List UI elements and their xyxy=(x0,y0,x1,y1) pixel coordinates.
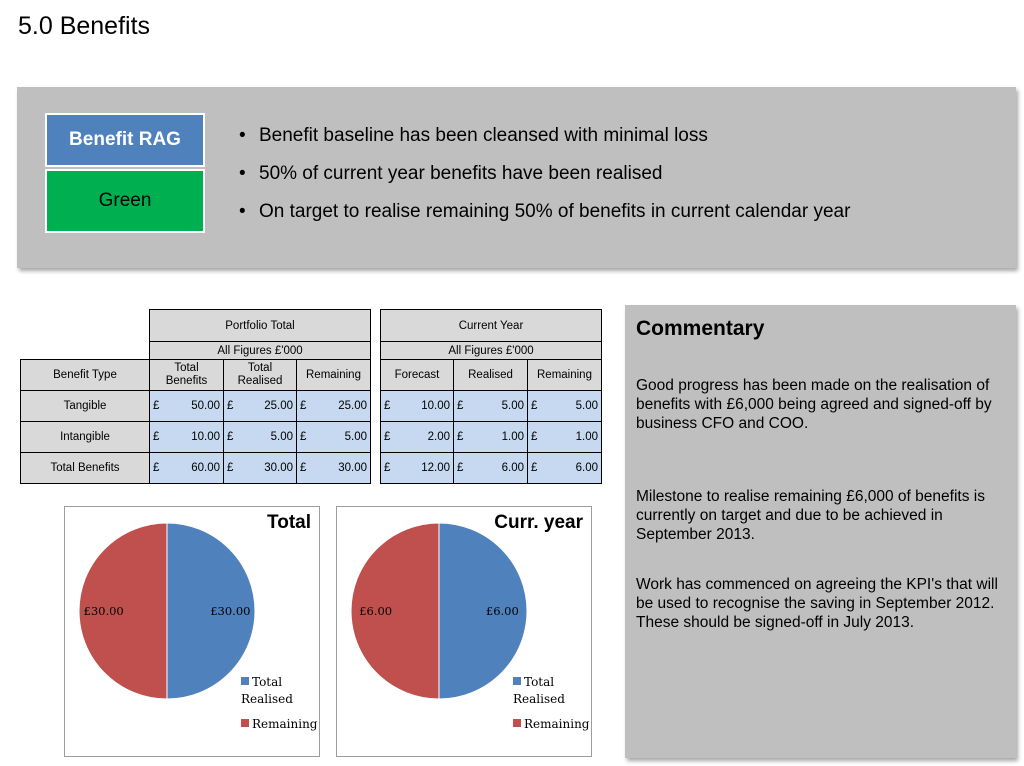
cell-value: 60.00 xyxy=(191,462,220,474)
cell-value: 5.00 xyxy=(501,400,524,412)
column-header: Forecast xyxy=(380,359,454,391)
slice-label: £30.00 xyxy=(210,604,250,618)
commentary-paragraph: Good progress has been made on the reali… xyxy=(636,377,992,432)
currency-symbol: £ xyxy=(153,400,160,412)
summary-bullet: Benefit baseline has been cleansed with … xyxy=(239,125,850,163)
currency-symbol: £ xyxy=(384,462,391,474)
summary-panel: Benefit RAG Green Benefit baseline has b… xyxy=(17,87,1016,268)
currency-symbol: £ xyxy=(457,400,464,412)
cell-value: 30.00 xyxy=(338,462,367,474)
cell-value: 30.00 xyxy=(264,462,293,474)
currency-symbol: £ xyxy=(227,400,234,412)
currency-symbol: £ xyxy=(227,431,234,443)
cell-value: 5.00 xyxy=(270,431,293,443)
column-header: Realised xyxy=(453,359,528,391)
row-label: Total Benefits xyxy=(20,452,150,484)
currency-symbol: £ xyxy=(227,462,234,474)
currency-symbol: £ xyxy=(384,431,391,443)
row-label: Tangible xyxy=(20,390,150,422)
commentary-paragraph: Milestone to realise remaining £6,000 of… xyxy=(636,488,985,543)
slice-label: £6.00 xyxy=(359,604,392,618)
commentary-panel: Commentary Good progress has been made o… xyxy=(625,305,1016,758)
benefit-rag-label: Benefit RAG xyxy=(45,113,205,167)
benefit-type-header: Benefit Type xyxy=(20,359,150,391)
legend-item-realised: Total Realised xyxy=(513,674,591,708)
commentary-title: Commentary xyxy=(636,317,765,340)
row-label: Intangible xyxy=(20,421,150,453)
table-row: £12.00 £6.00 £6.00 xyxy=(380,452,602,484)
cell-value: 1.00 xyxy=(575,431,598,443)
table-row: £2.00 £1.00 £1.00 xyxy=(380,421,602,453)
column-header: Remaining xyxy=(296,359,371,391)
page-title: 5.0 Benefits xyxy=(18,12,151,40)
legend-item-remaining: Remaining xyxy=(513,716,589,733)
currency-symbol: £ xyxy=(300,431,307,443)
current-year-header: Current Year xyxy=(380,309,602,342)
portfolio-total-table: Portfolio Total All Figures £'000 Benefi… xyxy=(20,309,371,484)
summary-bullet: On target to realise remaining 50% of be… xyxy=(239,201,850,239)
cell-value: 5.00 xyxy=(575,400,598,412)
currency-symbol: £ xyxy=(457,431,464,443)
pie-slice-remaining xyxy=(78,522,168,700)
column-header: Total Benefits xyxy=(149,359,224,391)
legend-label: Total Realised xyxy=(241,675,293,706)
portfolio-units-header: All Figures £'000 xyxy=(149,341,371,360)
currency-symbol: £ xyxy=(531,462,538,474)
cell-value: 6.00 xyxy=(501,462,524,474)
cell-value: 6.00 xyxy=(575,462,598,474)
legend-item-remaining: Remaining xyxy=(241,716,317,733)
currency-symbol: £ xyxy=(531,400,538,412)
cell-value: 12.00 xyxy=(421,462,450,474)
currency-symbol: £ xyxy=(153,431,160,443)
summary-bullet: 50% of current year benefits have been r… xyxy=(239,163,850,201)
legend-swatch xyxy=(513,719,521,727)
total-pie-chart: £30.00 £30.00 Total Total Realised Remain… xyxy=(64,506,320,757)
column-header: Remaining xyxy=(527,359,602,391)
cell-value: 1.00 xyxy=(501,431,524,443)
pie-slice-remaining xyxy=(350,522,440,700)
legend-label: Total Realised xyxy=(513,675,565,706)
table-row: £10.00 £5.00 £5.00 xyxy=(380,390,602,422)
cell-value: 5.00 xyxy=(344,431,367,443)
portfolio-total-header: Portfolio Total xyxy=(149,309,371,342)
commentary-paragraph: Work has commenced on agreeing the KPI's… xyxy=(636,576,998,631)
column-header: Total Realised xyxy=(223,359,297,391)
pie-svg: £30.00 £30.00 xyxy=(78,522,256,700)
legend-label: Remaining xyxy=(524,717,590,731)
legend-swatch xyxy=(513,677,521,685)
pie-slice-realised xyxy=(438,522,528,700)
cell-value: 25.00 xyxy=(264,400,293,412)
cell-value: 10.00 xyxy=(421,400,450,412)
currency-symbol: £ xyxy=(300,462,307,474)
chart-title: Total xyxy=(267,512,311,533)
slice-label: £6.00 xyxy=(486,604,519,618)
table-row: Tangible £50.00 £25.00 £25.00 xyxy=(20,390,371,422)
table-row: Total Benefits £60.00 £30.00 £30.00 xyxy=(20,452,371,484)
legend-label: Remaining xyxy=(252,717,318,731)
cell-value: 50.00 xyxy=(191,400,220,412)
summary-bullet-list: Benefit baseline has been cleansed with … xyxy=(239,125,850,239)
chart-title: Curr. year xyxy=(494,512,583,533)
current-year-units-header: All Figures £'000 xyxy=(380,341,602,360)
currency-symbol: £ xyxy=(153,462,160,474)
slice-label: £30.00 xyxy=(84,604,124,618)
cell-value: 2.00 xyxy=(427,431,450,443)
table-row: Intangible £10.00 £5.00 £5.00 xyxy=(20,421,371,453)
pie-slice-realised xyxy=(166,522,256,700)
legend-swatch xyxy=(241,677,249,685)
legend-item-realised: Total Realised xyxy=(241,674,319,708)
currency-symbol: £ xyxy=(384,400,391,412)
pie-svg: £6.00 £6.00 xyxy=(350,522,528,700)
currency-symbol: £ xyxy=(457,462,464,474)
currency-symbol: £ xyxy=(531,431,538,443)
rag-status-badge: Green xyxy=(45,169,205,233)
cell-value: 10.00 xyxy=(191,431,220,443)
currency-symbol: £ xyxy=(300,400,307,412)
cell-value: 25.00 xyxy=(338,400,367,412)
current-year-table: Current Year All Figures £'000 Forecast … xyxy=(380,309,602,484)
current-year-pie-chart: £6.00 £6.00 Curr. year Total Realised Rem… xyxy=(336,506,592,757)
legend-swatch xyxy=(241,719,249,727)
